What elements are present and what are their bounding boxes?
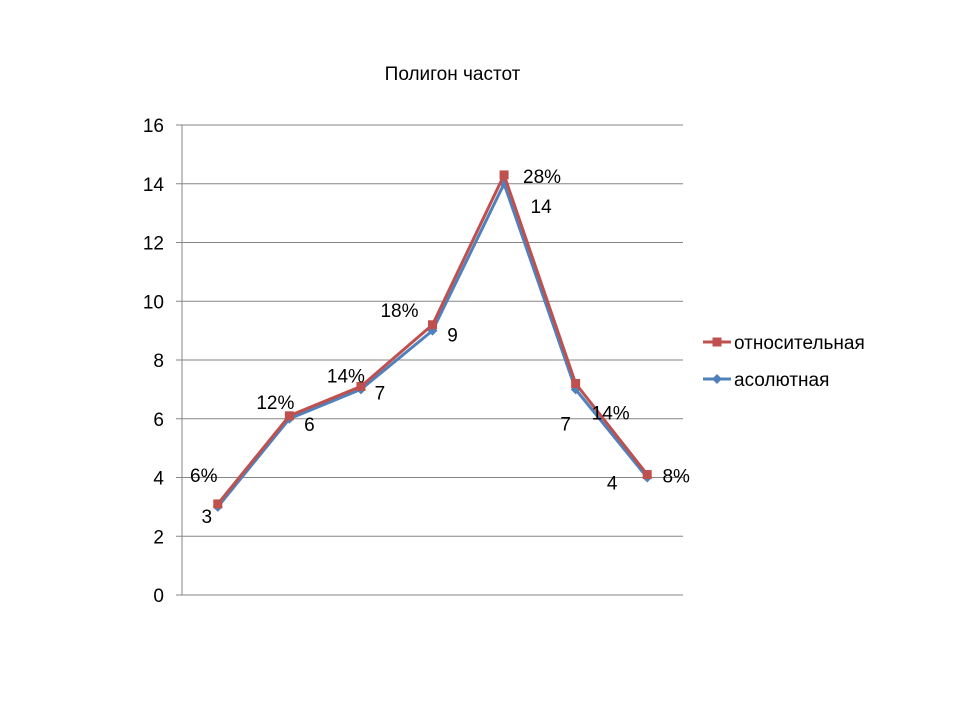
y-tick-label: 4 bbox=[153, 469, 164, 490]
series-line-0 bbox=[216, 173, 649, 505]
y-tick-label: 16 bbox=[143, 116, 164, 137]
data-label-absolute: 14 bbox=[531, 197, 553, 218]
chart-title: Полигон частот bbox=[384, 64, 521, 85]
legend-marker bbox=[712, 374, 722, 384]
legend-marker bbox=[712, 337, 722, 347]
y-tick-label: 6 bbox=[153, 410, 164, 431]
legend-item: асолютная bbox=[703, 370, 829, 391]
data-label-relative: 8% bbox=[662, 467, 690, 488]
data-label-relative: 12% bbox=[256, 393, 294, 414]
data-label-absolute: 6 bbox=[304, 415, 315, 436]
y-tick-label: 0 bbox=[153, 586, 164, 607]
y-tick-label: 2 bbox=[153, 527, 164, 548]
data-labels: 6% 12% 14% 18% 28% 14% 8% 3 6 7 9 14 7 4 bbox=[190, 167, 690, 528]
data-point bbox=[499, 170, 509, 180]
data-label-relative: 14% bbox=[327, 366, 365, 387]
data-label-absolute: 7 bbox=[375, 383, 386, 404]
data-point bbox=[284, 411, 294, 421]
data-point bbox=[642, 470, 652, 480]
y-tick-label: 12 bbox=[143, 234, 164, 255]
legend-item: относительная bbox=[703, 333, 865, 354]
series-lines bbox=[212, 170, 653, 512]
series-line-1 bbox=[216, 182, 649, 508]
data-point bbox=[428, 320, 437, 330]
data-label-relative: 6% bbox=[190, 466, 218, 487]
data-point bbox=[571, 379, 581, 388]
data-label-absolute: 7 bbox=[560, 414, 571, 435]
legend: относительная асолютная bbox=[703, 333, 865, 391]
gridlines bbox=[176, 124, 683, 596]
data-label-absolute: 3 bbox=[201, 507, 212, 528]
data-label-absolute: 9 bbox=[447, 326, 458, 347]
data-label-relative: 18% bbox=[380, 301, 418, 322]
legend-label: относительная bbox=[734, 333, 865, 354]
legend-label: асолютная bbox=[734, 370, 829, 391]
data-point bbox=[213, 499, 223, 509]
data-point bbox=[356, 381, 366, 391]
data-label-absolute: 4 bbox=[607, 474, 618, 495]
y-tick-label: 14 bbox=[143, 175, 165, 196]
data-label-relative: 28% bbox=[523, 167, 561, 188]
y-tick-label: 10 bbox=[143, 292, 164, 313]
data-label-relative: 14% bbox=[592, 404, 630, 425]
y-tick-label: 8 bbox=[153, 351, 164, 372]
y-tick-labels: 0 2 4 6 8 10 12 14 16 bbox=[143, 116, 165, 607]
